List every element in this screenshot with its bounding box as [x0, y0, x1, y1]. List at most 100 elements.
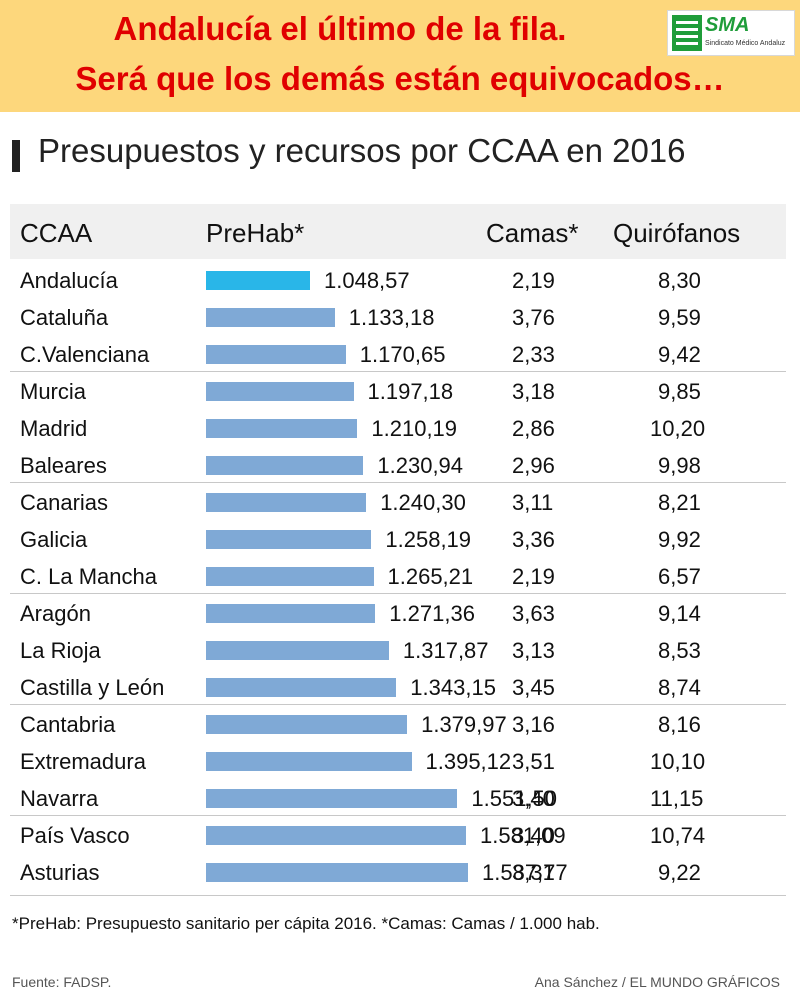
table-row: C. La Mancha 1.265,21 2,19 6,57 — [10, 558, 786, 595]
prehab-bar — [206, 789, 458, 808]
prehab-value-label: 1.265,21 — [387, 564, 474, 589]
row-ccaa-label: C. La Mancha — [20, 564, 157, 589]
quirofanos-value: 10,20 — [650, 416, 706, 441]
sma-logo: SMA Sindicato Médico Andaluz — [667, 10, 795, 56]
camas-value: 3,16 — [512, 712, 555, 737]
camas-value: 2,33 — [512, 342, 555, 367]
row-group-divider — [10, 371, 786, 372]
quirofanos-value: 9,85 — [658, 379, 701, 404]
table-row: Cantabria 1.379,97 3,16 8,16 — [10, 706, 786, 743]
camas-value: 2,19 — [512, 268, 555, 293]
prehab-bar — [206, 271, 310, 290]
row-group-divider — [10, 482, 786, 483]
camas-value: 3,11 — [512, 490, 554, 515]
table-row: Extremadura 1.395,12 3,51 10,10 — [10, 743, 786, 780]
table-row: Andalucía 1.048,57 2,19 8,30 — [10, 262, 786, 299]
table-bottom-rule — [10, 895, 786, 896]
table-row: Murcia 1.197,18 3,18 9,85 — [10, 373, 786, 410]
sma-logo-icon — [672, 15, 702, 51]
title-marker — [12, 140, 20, 172]
table-header: CCAA PreHab* Camas* Quirófanos — [10, 204, 786, 259]
header-ccaa: CCAA — [20, 218, 93, 248]
row-ccaa-label: C.Valenciana — [20, 342, 150, 367]
prehab-bar — [206, 456, 364, 475]
banner: Andalucía el último de la fila. Será que… — [0, 0, 800, 112]
chart-title: Presupuestos y recursos por CCAA en 2016 — [38, 132, 686, 169]
camas-value: 2,96 — [512, 453, 555, 478]
quirofanos-value: 11,15 — [650, 786, 704, 811]
prehab-value-label: 1.581,09 — [480, 823, 566, 848]
header-prehab: PreHab* — [206, 218, 305, 248]
row-ccaa-label: Canarias — [20, 490, 109, 515]
header-camas: Camas* — [486, 218, 579, 248]
quirofanos-value: 9,42 — [658, 342, 701, 367]
logo-subtitle: Sindicato Médico Andaluz — [705, 40, 786, 47]
table-row: País Vasco 1.581,09 3,40 10,74 — [10, 817, 786, 854]
header-quirofanos: Quirófanos — [613, 218, 741, 248]
prehab-bar — [206, 308, 335, 327]
camas-value: 3,13 — [512, 638, 555, 663]
row-ccaa-label: Galicia — [20, 527, 88, 552]
prehab-value-label: 1.271,36 — [389, 601, 475, 626]
table-row: Asturias 1.587,77 3,31 9,22 — [10, 854, 786, 891]
quirofanos-value: 10,10 — [650, 749, 706, 774]
camas-value: 3,31 — [512, 860, 555, 885]
camas-value: 3,76 — [512, 305, 555, 330]
table-row: C.Valenciana 1.170,65 2,33 9,42 — [10, 336, 786, 373]
table-row: Galicia 1.258,19 3,36 9,92 — [10, 521, 786, 558]
camas-value: 3,51 — [512, 749, 555, 774]
camas-value: 3,45 — [512, 675, 555, 700]
table-row: Canarias 1.240,30 3,11 8,21 — [10, 484, 786, 521]
prehab-bar — [206, 567, 374, 586]
quirofanos-value: 8,30 — [658, 268, 701, 293]
table-row: Aragón 1.271,36 3,63 9,14 — [10, 595, 786, 632]
camas-value: 3,18 — [512, 379, 555, 404]
prehab-bar — [206, 530, 372, 549]
row-ccaa-label: Cataluña — [20, 305, 109, 330]
quirofanos-value: 9,92 — [658, 527, 701, 552]
camas-value: 2,86 — [512, 416, 555, 441]
footnote: *PreHab: Presupuesto sanitario per cápit… — [12, 914, 600, 933]
quirofanos-value: 8,16 — [658, 712, 701, 737]
table-row: Madrid 1.210,19 2,86 10,20 — [10, 410, 786, 447]
prehab-value-label: 1.551,50 — [471, 786, 558, 811]
prehab-value-label: 1.587,77 — [482, 860, 568, 885]
row-ccaa-label: País Vasco — [20, 823, 130, 848]
row-ccaa-label: Extremadura — [20, 749, 146, 774]
prehab-value-label: 1.395,12 — [425, 749, 512, 774]
quirofanos-value: 8,74 — [658, 675, 701, 700]
row-ccaa-label: Andalucía — [20, 268, 118, 293]
quirofanos-value: 8,53 — [658, 638, 701, 663]
row-group-divider — [10, 815, 786, 816]
row-group-divider — [10, 704, 786, 705]
prehab-bar — [206, 863, 468, 882]
row-ccaa-label: Aragón — [20, 601, 91, 626]
banner-headline-2: Será que los demás están equivocados… — [75, 60, 725, 97]
banner-headline-1: Andalucía el último de la fila. — [113, 10, 567, 47]
table-row: Cataluña 1.133,18 3,76 9,59 — [10, 299, 786, 336]
logo-name: SMA — [705, 14, 750, 36]
prehab-bar — [206, 493, 367, 512]
camas-value: 3,40 — [512, 786, 555, 811]
prehab-value-label: 1.258,19 — [385, 527, 472, 552]
credit: Ana Sánchez / EL MUNDO GRÁFICOS — [534, 974, 780, 990]
table-row: Castilla y León 1.343,15 3,45 8,74 — [10, 669, 786, 706]
prehab-bar — [206, 752, 412, 771]
prehab-value-label: 1.343,15 — [410, 675, 496, 700]
prehab-bar — [206, 382, 354, 401]
prehab-bar — [206, 419, 358, 438]
prehab-bar — [206, 678, 397, 697]
camas-value: 3,36 — [512, 527, 555, 552]
prehab-value-label: 1.379,97 — [421, 712, 507, 737]
prehab-value-label: 1.240,30 — [380, 490, 466, 515]
camas-value: 3,40 — [512, 823, 555, 848]
row-ccaa-label: Madrid — [20, 416, 88, 441]
table-row: La Rioja 1.317,87 3,13 8,53 — [10, 632, 786, 669]
quirofanos-value: 9,14 — [658, 601, 701, 626]
prehab-bar — [206, 715, 408, 734]
table-row: Navarra 1.551,50 3,40 11,15 — [10, 780, 786, 817]
prehab-bar — [206, 641, 389, 660]
quirofanos-value: 10,74 — [650, 823, 706, 848]
quirofanos-value: 8,21 — [658, 490, 701, 515]
row-ccaa-label: Cantabria — [20, 712, 116, 737]
